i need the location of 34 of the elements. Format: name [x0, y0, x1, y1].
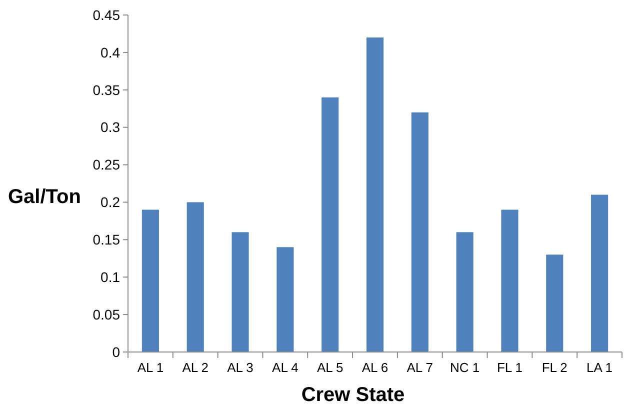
x-tick-label: FL 1 — [496, 360, 522, 375]
x-tick-label: AL 5 — [316, 360, 344, 375]
x-tick-label: AL 7 — [406, 360, 434, 375]
x-tick-label: NC 1 — [450, 360, 480, 375]
y-tick-label: 0.05 — [92, 306, 120, 322]
x-tick-label: FL 2 — [542, 360, 568, 375]
y-tick-label: 0.45 — [92, 6, 120, 23]
x-axis-title: Crew State — [301, 384, 405, 406]
y-tick-label: 0 — [112, 344, 120, 360]
bar — [546, 254, 564, 352]
y-tick-label: 0.1 — [100, 269, 120, 286]
x-tick-label: AL 1 — [137, 360, 164, 375]
bar — [591, 194, 608, 352]
bar — [366, 37, 384, 352]
y-tick-label: 0.3 — [100, 119, 120, 136]
y-tick-label: 0.2 — [100, 194, 120, 210]
bar — [322, 97, 339, 352]
y-axis-title: Gal/Ton — [8, 186, 81, 208]
x-tick-label: AL 2 — [182, 360, 208, 375]
y-tick-label: 0.35 — [92, 82, 120, 98]
bar — [456, 232, 474, 352]
y-tick-label: 0.15 — [92, 232, 120, 248]
bar — [276, 247, 294, 352]
bar — [232, 232, 249, 352]
x-tick-label: AL 6 — [362, 360, 388, 375]
bar — [186, 202, 204, 352]
bar — [411, 112, 428, 352]
x-tick-label: AL 4 — [272, 360, 298, 375]
y-tick-label: 0.25 — [92, 156, 120, 173]
y-tick-label: 0.4 — [100, 44, 120, 60]
x-tick-label: AL 3 — [227, 360, 254, 375]
bar — [142, 210, 159, 352]
bar — [501, 210, 518, 352]
x-tick-label: LA 1 — [586, 360, 613, 375]
